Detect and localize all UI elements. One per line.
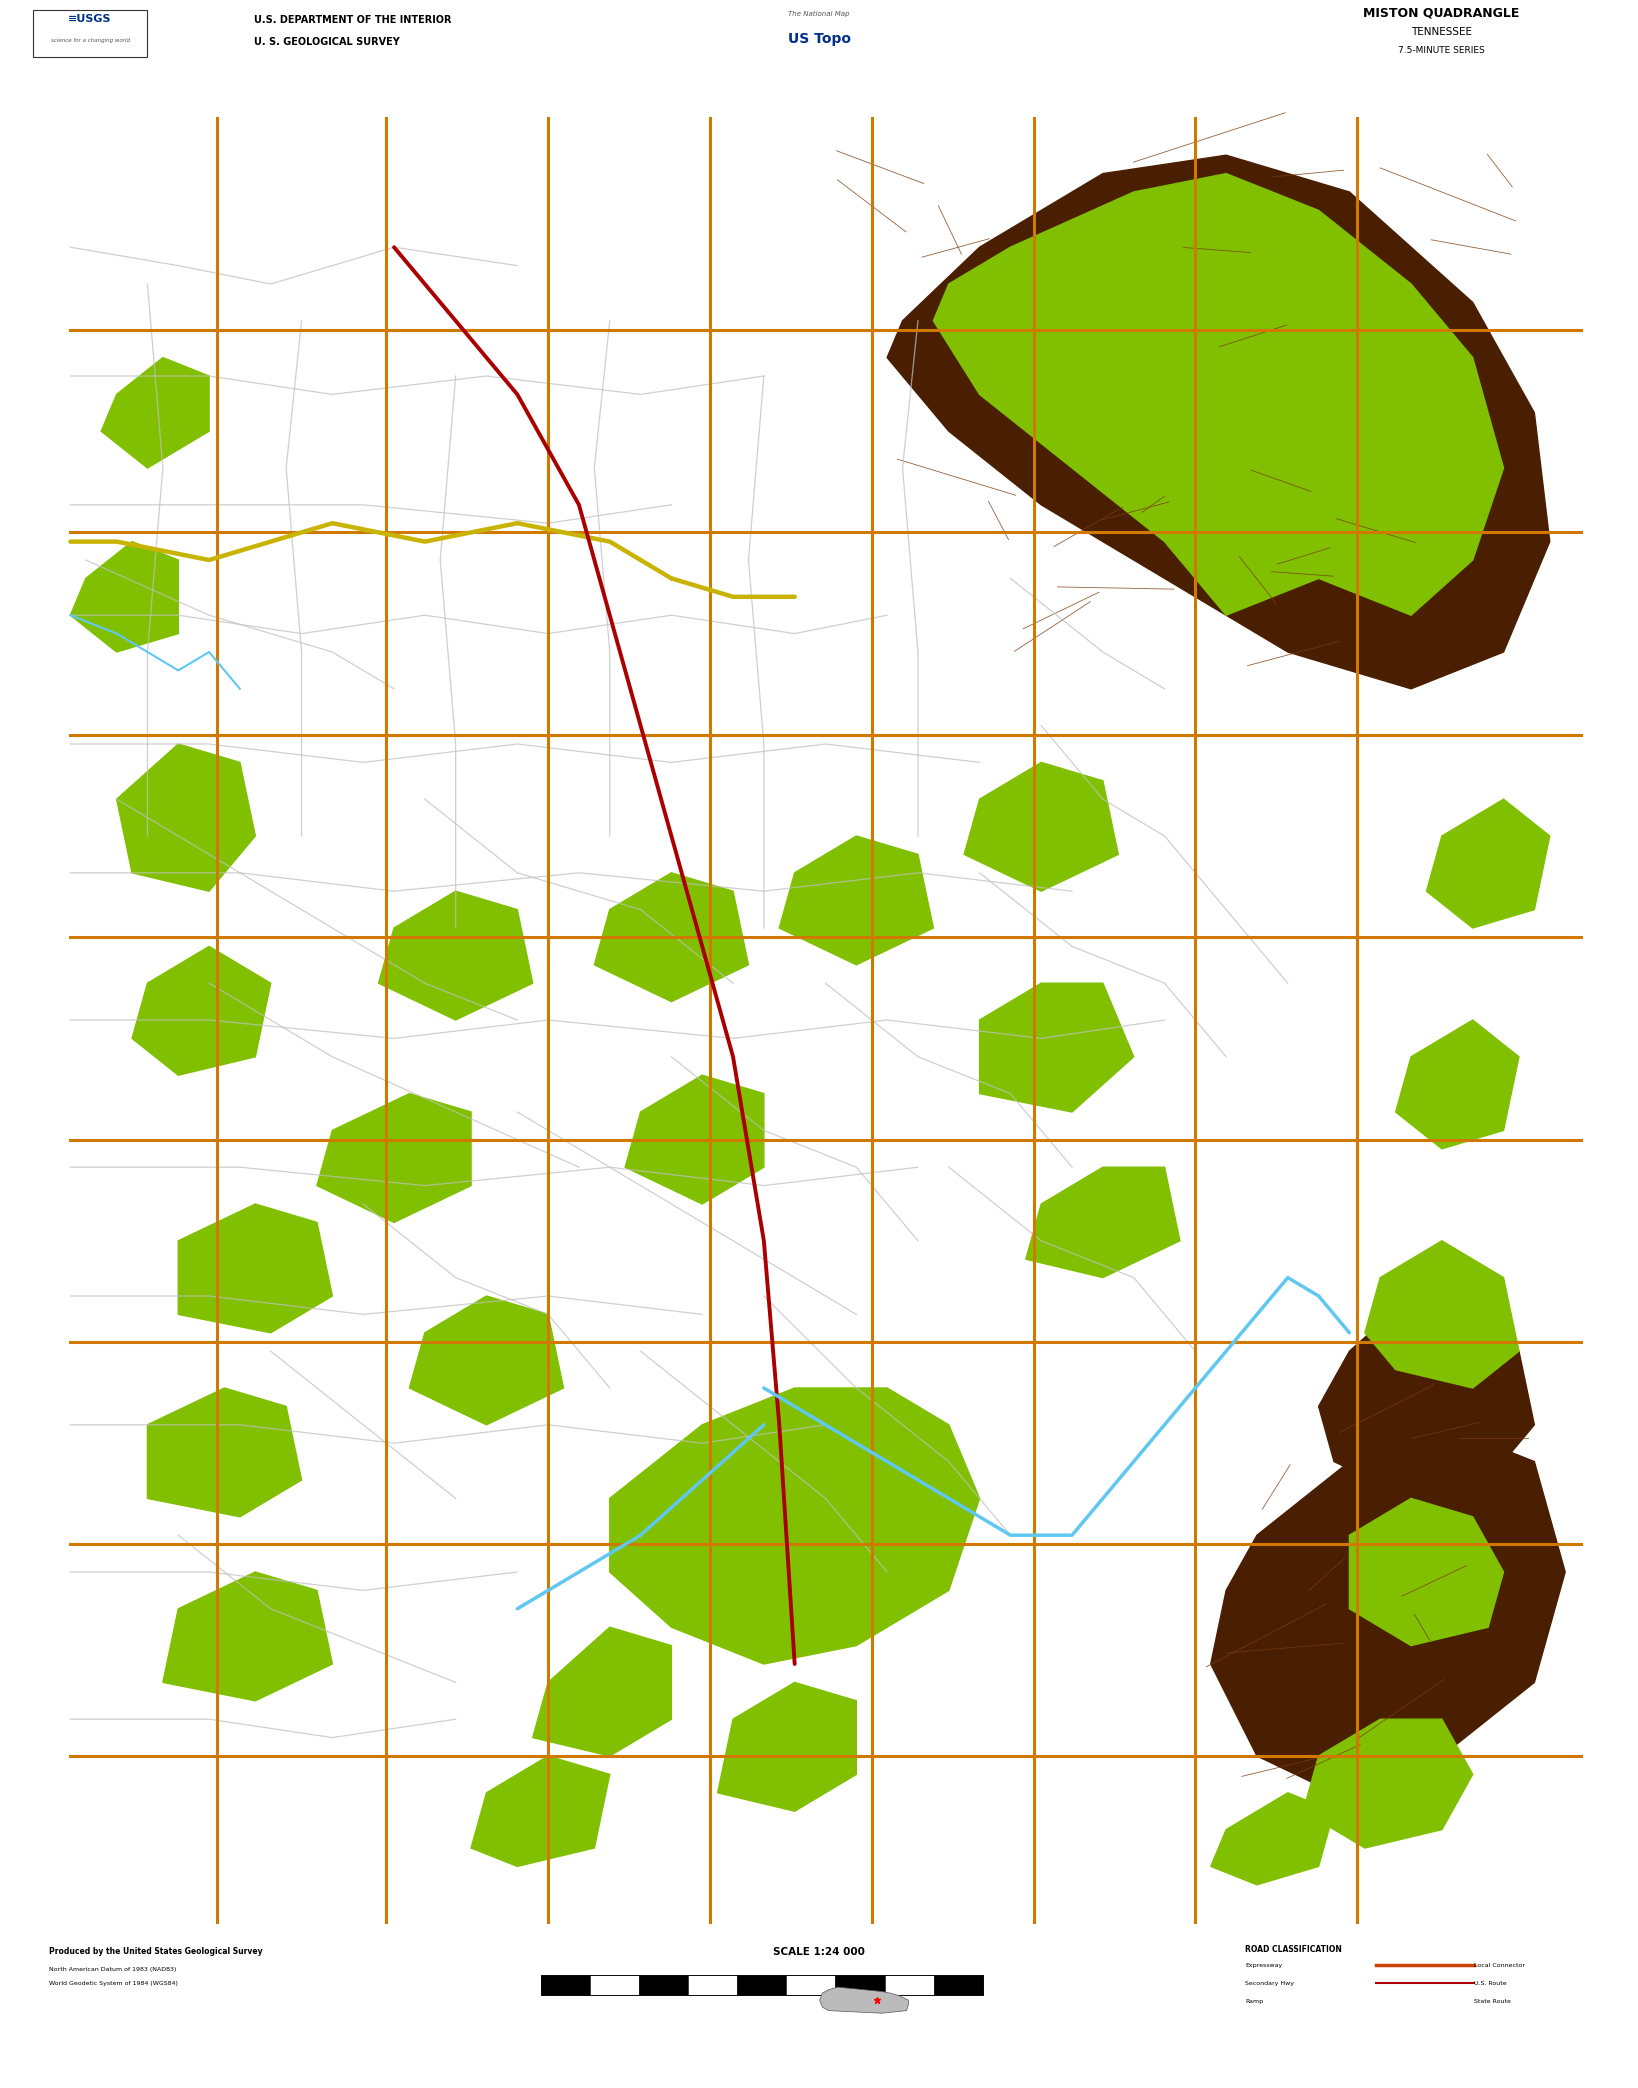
Polygon shape bbox=[318, 1094, 472, 1221]
Text: US Topo: US Topo bbox=[788, 31, 850, 46]
Polygon shape bbox=[410, 1297, 563, 1424]
Polygon shape bbox=[1304, 1718, 1473, 1848]
Polygon shape bbox=[1210, 1424, 1566, 1794]
Bar bbox=[885, 1975, 934, 1996]
Polygon shape bbox=[1025, 1167, 1179, 1278]
Text: State Route: State Route bbox=[1474, 1998, 1512, 2004]
Polygon shape bbox=[532, 1627, 672, 1756]
Text: North American Datum of 1983 (NAD83): North American Datum of 1983 (NAD83) bbox=[49, 1967, 177, 1973]
Text: Local Connector: Local Connector bbox=[1474, 1963, 1525, 1967]
Polygon shape bbox=[717, 1683, 857, 1810]
Text: SCALE 1:24 000: SCALE 1:24 000 bbox=[773, 1948, 865, 1956]
Text: Ramp: Ramp bbox=[1245, 1998, 1263, 2004]
Polygon shape bbox=[102, 357, 210, 468]
Text: ROAD CLASSIFICATION: ROAD CLASSIFICATION bbox=[1245, 1944, 1342, 1954]
Polygon shape bbox=[133, 946, 270, 1075]
Polygon shape bbox=[378, 892, 532, 1021]
Polygon shape bbox=[609, 1389, 980, 1664]
Polygon shape bbox=[980, 983, 1133, 1113]
Text: U. S. GEOLOGICAL SURVEY: U. S. GEOLOGICAL SURVEY bbox=[254, 38, 400, 46]
Bar bbox=[590, 1975, 639, 1996]
Text: Expressway: Expressway bbox=[1245, 1963, 1283, 1967]
Polygon shape bbox=[1364, 1240, 1518, 1389]
Polygon shape bbox=[819, 1988, 909, 2013]
Polygon shape bbox=[1350, 1499, 1504, 1645]
Text: U.S. Route: U.S. Route bbox=[1474, 1982, 1507, 1986]
Bar bbox=[737, 1975, 786, 1996]
Bar bbox=[639, 1975, 688, 1996]
Polygon shape bbox=[147, 1389, 301, 1516]
Polygon shape bbox=[179, 1205, 333, 1332]
Bar bbox=[688, 1975, 737, 1996]
Bar bbox=[33, 10, 147, 56]
Text: The National Map: The National Map bbox=[788, 10, 850, 17]
Polygon shape bbox=[1396, 1021, 1518, 1148]
Polygon shape bbox=[472, 1756, 609, 1867]
Text: 7.5-MINUTE SERIES: 7.5-MINUTE SERIES bbox=[1399, 46, 1484, 54]
Polygon shape bbox=[595, 873, 749, 1002]
Polygon shape bbox=[965, 762, 1119, 892]
Text: World Geodetic System of 1984 (WGS84): World Geodetic System of 1984 (WGS84) bbox=[49, 1982, 179, 1986]
Bar bbox=[835, 1975, 885, 1996]
Text: MISTON QUADRANGLE: MISTON QUADRANGLE bbox=[1363, 6, 1520, 21]
Bar bbox=[541, 1975, 983, 1996]
Text: science for a changing world: science for a changing world bbox=[51, 38, 129, 44]
Bar bbox=[934, 1975, 983, 1996]
Text: Secondary Hwy: Secondary Hwy bbox=[1245, 1982, 1294, 1986]
Polygon shape bbox=[934, 173, 1504, 616]
Text: U.S. DEPARTMENT OF THE INTERIOR: U.S. DEPARTMENT OF THE INTERIOR bbox=[254, 15, 452, 25]
Polygon shape bbox=[1210, 1794, 1333, 1885]
Polygon shape bbox=[1427, 800, 1550, 927]
Text: Produced by the United States Geological Survey: Produced by the United States Geological… bbox=[49, 1948, 262, 1956]
Polygon shape bbox=[70, 541, 179, 651]
Polygon shape bbox=[116, 743, 256, 892]
Polygon shape bbox=[626, 1075, 763, 1205]
Polygon shape bbox=[162, 1572, 333, 1702]
Polygon shape bbox=[780, 835, 934, 965]
Text: ≡USGS: ≡USGS bbox=[69, 15, 111, 23]
Polygon shape bbox=[1319, 1297, 1535, 1499]
Polygon shape bbox=[888, 155, 1550, 689]
Polygon shape bbox=[1133, 211, 1441, 468]
Bar bbox=[786, 1975, 835, 1996]
Text: TENNESSEE: TENNESSEE bbox=[1410, 27, 1473, 38]
Bar bbox=[541, 1975, 590, 1996]
